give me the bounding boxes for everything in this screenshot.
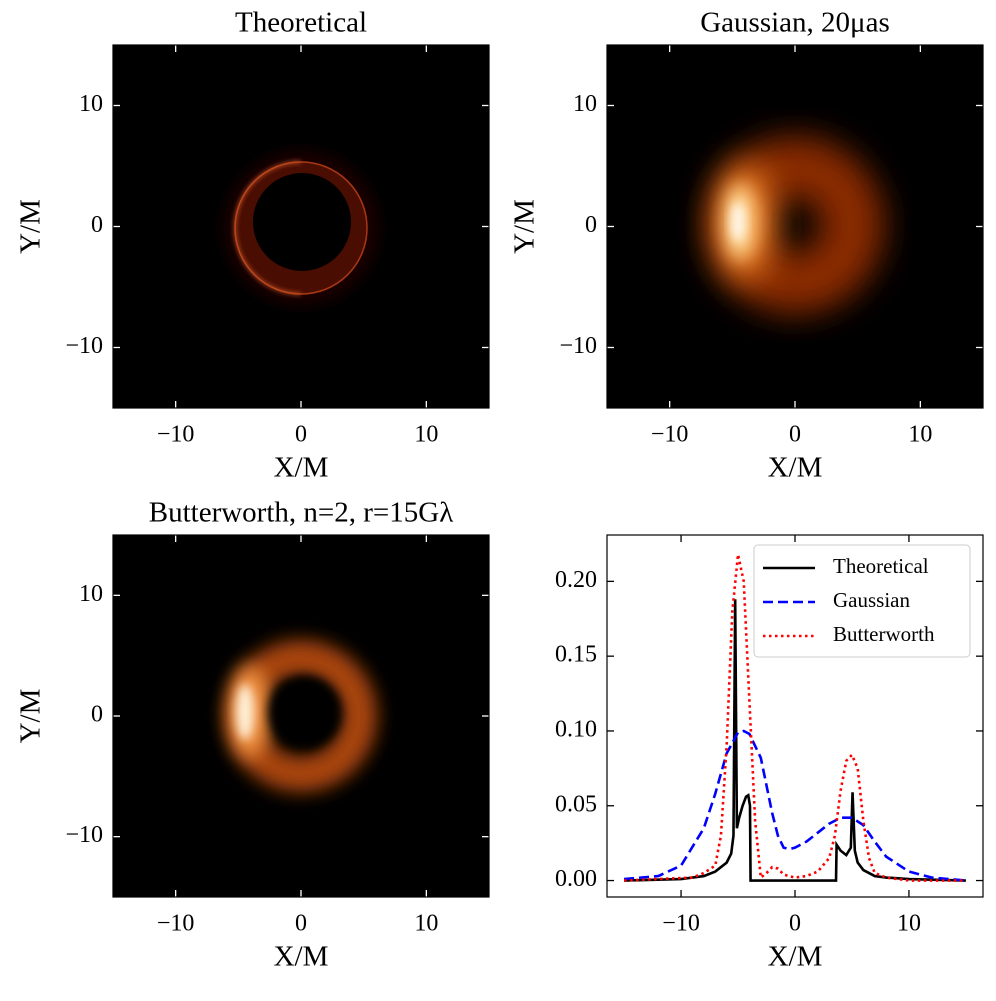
x-tick-label: 0: [789, 911, 801, 937]
y-tick-label: 0: [91, 702, 103, 728]
y-tick-label: 10: [79, 91, 103, 117]
x-axis-label: X/M: [768, 452, 823, 484]
y-tick-label: 0.00: [555, 866, 597, 892]
x-axis-label: X/M: [274, 452, 329, 484]
x-axis-label: X/M: [274, 941, 329, 973]
x-tick-label: 10: [414, 422, 438, 448]
legend-label: Theoretical: [833, 554, 929, 578]
x-tick-label: −10: [157, 911, 195, 937]
x-tick-label: 0: [789, 422, 801, 448]
y-tick-label: −10: [559, 333, 597, 359]
panel-title: Butterworth, n=2, r=15Gλ: [149, 497, 454, 529]
x-tick-label: 10: [897, 911, 921, 937]
x-tick-label: −10: [157, 422, 195, 448]
y-tick-label: −10: [65, 333, 103, 359]
plot-layer: −10 0 10 −10 0 10 Theoretical X/M Y/M −10 0 10 −10 0 1…: [15, 7, 984, 973]
y-tick-label: 0: [585, 212, 597, 238]
x-tick-label: 0: [295, 911, 307, 937]
y-tick-label: 0.10: [555, 716, 597, 742]
y-tick-label: 0.20: [555, 567, 597, 593]
axes-frame: [112, 534, 490, 898]
y-tick-label: 0.05: [555, 791, 597, 817]
series-line: [624, 599, 966, 882]
panel-title: Theoretical: [235, 7, 367, 39]
legend-label: Gaussian: [833, 588, 910, 612]
x-tick-label: 10: [414, 911, 438, 937]
x-tick-label: 0: [295, 422, 307, 448]
image-theoretical: [113, 45, 489, 408]
x-tick-label: −10: [662, 911, 700, 937]
y-axis-label: Y/M: [15, 199, 47, 254]
y-tick-label: 10: [573, 91, 597, 117]
series-line: [623, 729, 967, 882]
y-tick-label: 0.15: [555, 642, 597, 668]
axes-frame: [112, 44, 490, 409]
y-axis-label: Y/M: [15, 689, 47, 744]
x-tick-label: −10: [651, 422, 689, 448]
y-tick-label: −10: [65, 822, 103, 848]
legend-label: Butterworth: [833, 622, 935, 646]
panel-title: Gaussian, 20μas: [700, 7, 890, 39]
axes-frame: [606, 44, 984, 409]
x-tick-label: 10: [908, 422, 932, 448]
x-axis-label: X/M: [768, 941, 823, 973]
image-butterworth: [113, 535, 489, 897]
y-tick-label: 10: [79, 581, 103, 607]
y-tick-label: 0: [91, 212, 103, 238]
axes-frame: [606, 534, 984, 898]
image-gaussian: [607, 45, 983, 408]
legend-box: [753, 544, 971, 658]
y-axis-label: Y/M: [509, 199, 541, 254]
